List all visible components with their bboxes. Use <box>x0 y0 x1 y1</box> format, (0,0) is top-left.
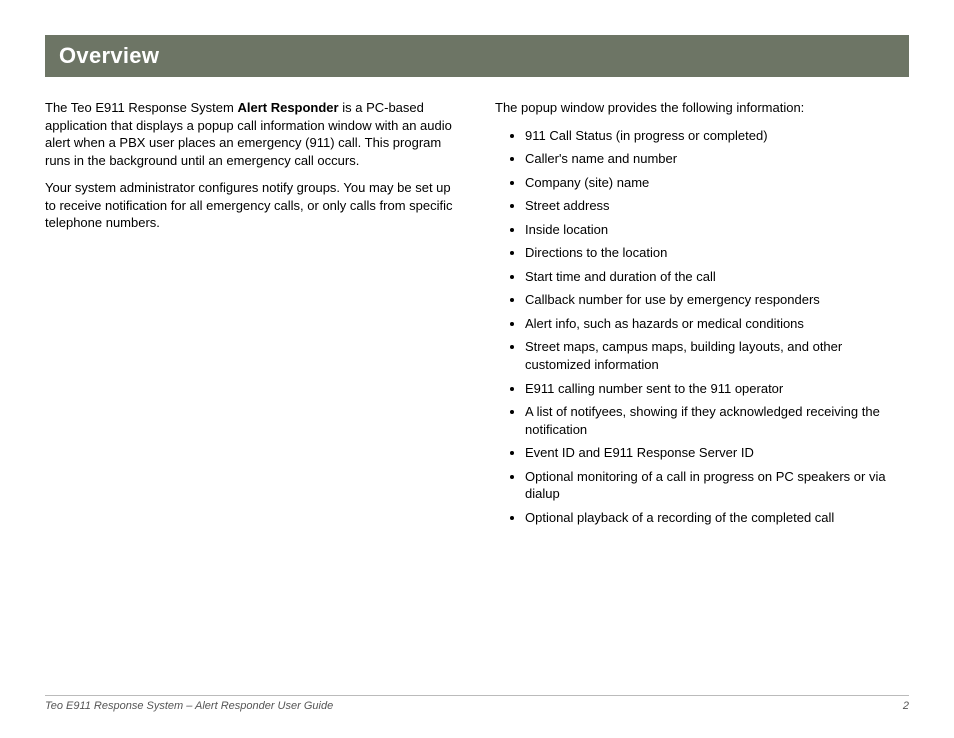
list-item: Street maps, campus maps, building layou… <box>525 338 909 373</box>
list-item: Directions to the location <box>525 244 909 262</box>
list-item: Company (site) name <box>525 174 909 192</box>
list-item: Optional playback of a recording of the … <box>525 509 909 527</box>
list-item: 911 Call Status (in progress or complete… <box>525 127 909 145</box>
page-number: 2 <box>903 700 909 712</box>
list-item: Street address <box>525 197 909 215</box>
list-item: Optional monitoring of a call in progres… <box>525 468 909 503</box>
list-item: A list of notifyees, showing if they ack… <box>525 403 909 438</box>
left-column: The Teo E911 Response System Alert Respo… <box>45 99 459 532</box>
intro-paragraph-1: The Teo E911 Response System Alert Respo… <box>45 99 459 169</box>
list-item: Event ID and E911 Response Server ID <box>525 444 909 462</box>
content-columns: The Teo E911 Response System Alert Respo… <box>45 99 909 532</box>
list-item: Callback number for use by emergency res… <box>525 291 909 309</box>
section-header: Overview <box>45 35 909 77</box>
list-item: Start time and duration of the call <box>525 268 909 286</box>
list-intro: The popup window provides the following … <box>495 99 909 117</box>
page-footer: Teo E911 Response System – Alert Respond… <box>45 695 909 712</box>
page: Overview The Teo E911 Response System Al… <box>0 0 954 532</box>
list-item: Caller's name and number <box>525 150 909 168</box>
list-item: Alert info, such as hazards or medical c… <box>525 315 909 333</box>
footer-title: Teo E911 Response System – Alert Respond… <box>45 700 333 712</box>
list-item: E911 calling number sent to the 911 oper… <box>525 380 909 398</box>
right-column: The popup window provides the following … <box>495 99 909 532</box>
intro-paragraph-2: Your system administrator configures not… <box>45 179 459 232</box>
info-list: 911 Call Status (in progress or complete… <box>495 127 909 527</box>
p1-bold: Alert Responder <box>237 100 338 115</box>
list-item: Inside location <box>525 221 909 239</box>
p1-pre: The Teo E911 Response System <box>45 100 237 115</box>
